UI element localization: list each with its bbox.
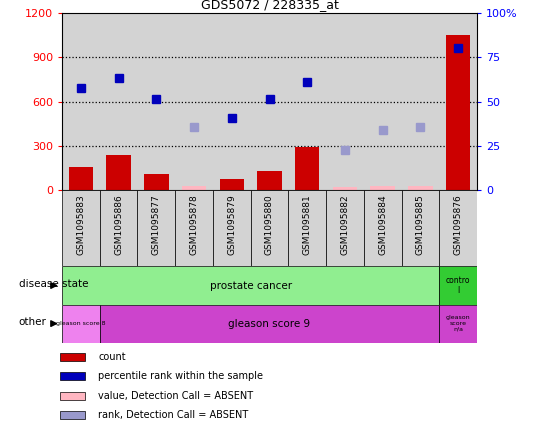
Bar — [251, 190, 288, 266]
Bar — [62, 13, 100, 190]
Text: GSM1095879: GSM1095879 — [227, 194, 236, 255]
Bar — [175, 13, 213, 190]
Bar — [295, 147, 320, 190]
Bar — [137, 13, 175, 190]
Bar — [402, 190, 439, 266]
Bar — [408, 186, 433, 190]
Bar — [257, 171, 282, 190]
Title: GDS5072 / 228335_at: GDS5072 / 228335_at — [201, 0, 338, 11]
Bar — [60, 411, 85, 419]
Text: gleason
score
n/a: gleason score n/a — [446, 315, 471, 332]
Text: rank, Detection Call = ABSENT: rank, Detection Call = ABSENT — [98, 410, 248, 420]
Bar — [219, 179, 244, 190]
Text: disease state: disease state — [18, 279, 88, 288]
Bar — [60, 372, 85, 380]
Text: GSM1095882: GSM1095882 — [341, 194, 349, 255]
Bar — [60, 392, 85, 400]
Bar — [68, 168, 93, 190]
Bar — [364, 190, 402, 266]
Text: count: count — [98, 352, 126, 362]
Bar — [439, 305, 477, 343]
Text: gleason score 8: gleason score 8 — [56, 321, 106, 326]
Text: GSM1095883: GSM1095883 — [77, 194, 85, 255]
Text: other: other — [18, 317, 46, 327]
Bar — [288, 190, 326, 266]
Bar — [60, 353, 85, 361]
Bar — [213, 13, 251, 190]
Bar — [100, 190, 137, 266]
Text: GSM1095885: GSM1095885 — [416, 194, 425, 255]
Bar — [439, 13, 477, 190]
Bar — [364, 13, 402, 190]
Bar — [326, 13, 364, 190]
Text: percentile rank within the sample: percentile rank within the sample — [98, 371, 263, 382]
Bar — [100, 305, 439, 343]
Bar — [439, 190, 477, 266]
Bar — [62, 190, 100, 266]
Bar — [137, 190, 175, 266]
Bar — [370, 186, 395, 190]
Text: value, Detection Call = ABSENT: value, Detection Call = ABSENT — [98, 391, 253, 401]
Text: GSM1095884: GSM1095884 — [378, 194, 387, 255]
Text: prostate cancer: prostate cancer — [210, 280, 292, 291]
Bar — [182, 186, 206, 190]
Text: gleason score 9: gleason score 9 — [229, 319, 310, 329]
Bar — [144, 174, 169, 190]
Text: GSM1095886: GSM1095886 — [114, 194, 123, 255]
Bar — [62, 305, 100, 343]
Bar — [251, 13, 288, 190]
Bar — [106, 155, 131, 190]
Text: contro
l: contro l — [446, 276, 471, 295]
Text: GSM1095877: GSM1095877 — [152, 194, 161, 255]
Text: GSM1095876: GSM1095876 — [454, 194, 462, 255]
Bar — [333, 187, 357, 190]
Bar — [446, 35, 471, 190]
Bar — [288, 13, 326, 190]
Bar — [439, 266, 477, 305]
Bar — [213, 190, 251, 266]
Bar — [100, 13, 137, 190]
Bar — [402, 13, 439, 190]
Text: GSM1095878: GSM1095878 — [190, 194, 198, 255]
Bar — [175, 190, 213, 266]
Text: GSM1095881: GSM1095881 — [303, 194, 312, 255]
Bar — [326, 190, 364, 266]
Text: GSM1095880: GSM1095880 — [265, 194, 274, 255]
